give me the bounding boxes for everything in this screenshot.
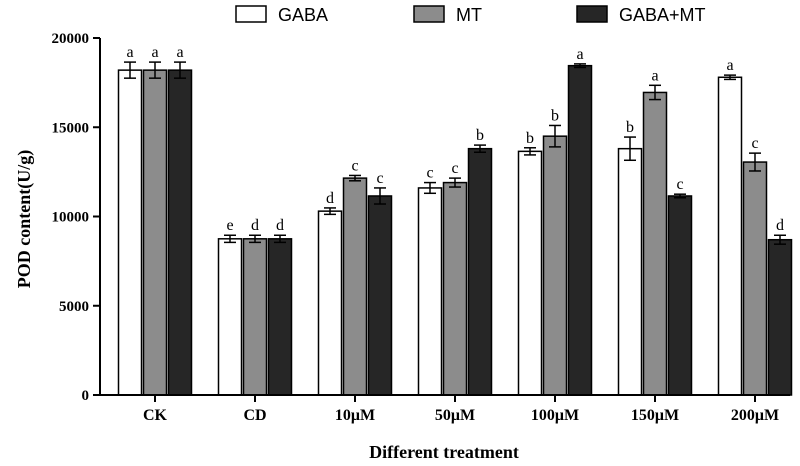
significance-letter: d [776,217,784,234]
bar [367,195,393,396]
y-tick-label: 10000 [52,210,90,226]
x-tick-label: 100μM [531,407,579,424]
significance-letter: c [376,170,383,187]
legend: GABA MT GABA+MT [235,5,706,25]
bar [617,147,643,396]
x-tick-label: 150μM [631,407,679,424]
x-axis: CK CD 10μM 50μM 100μM 150μM 200μM [100,394,790,424]
significance-letter: c [451,160,458,177]
bar [242,238,268,396]
bar [317,210,343,396]
significance-letter: c [751,135,758,152]
significance-letter: e [226,217,233,234]
significance-letter: d [251,217,259,234]
bar [417,187,443,396]
legend-swatch [235,5,267,23]
significance-letter: c [351,157,358,174]
significance-letter: b [551,107,559,124]
significance-letter: a [651,67,658,84]
x-axis-title: Different treatment [369,442,519,462]
bar [267,238,293,396]
significance-letter: a [726,57,733,74]
bar [442,181,468,396]
bar [567,64,593,396]
bar [517,150,543,396]
significance-letter: a [126,44,133,61]
y-tick-label: 0 [82,388,90,404]
x-tick-label: CK [143,407,168,424]
bar [742,161,768,396]
bar [117,69,143,396]
significance-letter: a [151,44,158,61]
bar [642,91,668,396]
legend-label: GABA [278,5,328,25]
bar [142,69,168,396]
y-tick-label: 15000 [52,120,90,136]
y-tick-label: 20000 [52,31,90,47]
bar [542,135,568,396]
bar [167,69,193,396]
legend-swatch [413,5,445,23]
legend-label: GABA+MT [619,5,706,25]
significance-letter: b [476,127,484,144]
bar [217,238,243,396]
x-tick-label: 200μM [731,407,779,424]
bar [467,147,493,396]
y-tick-label: 5000 [59,299,89,315]
bar [717,76,743,396]
bar [342,177,368,396]
significance-letter: a [176,44,183,61]
significance-letter: c [426,165,433,182]
legend-swatch [576,5,608,23]
x-tick-label: CD [243,407,266,424]
bar [767,238,793,396]
significance-letter: a [576,46,583,63]
significance-letter: d [326,190,334,207]
x-tick-label: 10μM [335,407,375,424]
significance-letter: c [676,176,683,193]
x-tick-label: 50μM [435,407,475,424]
significance-letter: b [526,130,534,147]
y-axis: 0 5000 10000 15000 20000 [52,31,101,404]
significance-letter: b [626,119,634,136]
significance-letter: d [276,217,284,234]
y-axis-title: POD content(U/g) [14,150,35,288]
bar [667,195,693,396]
legend-label: MT [456,5,482,25]
